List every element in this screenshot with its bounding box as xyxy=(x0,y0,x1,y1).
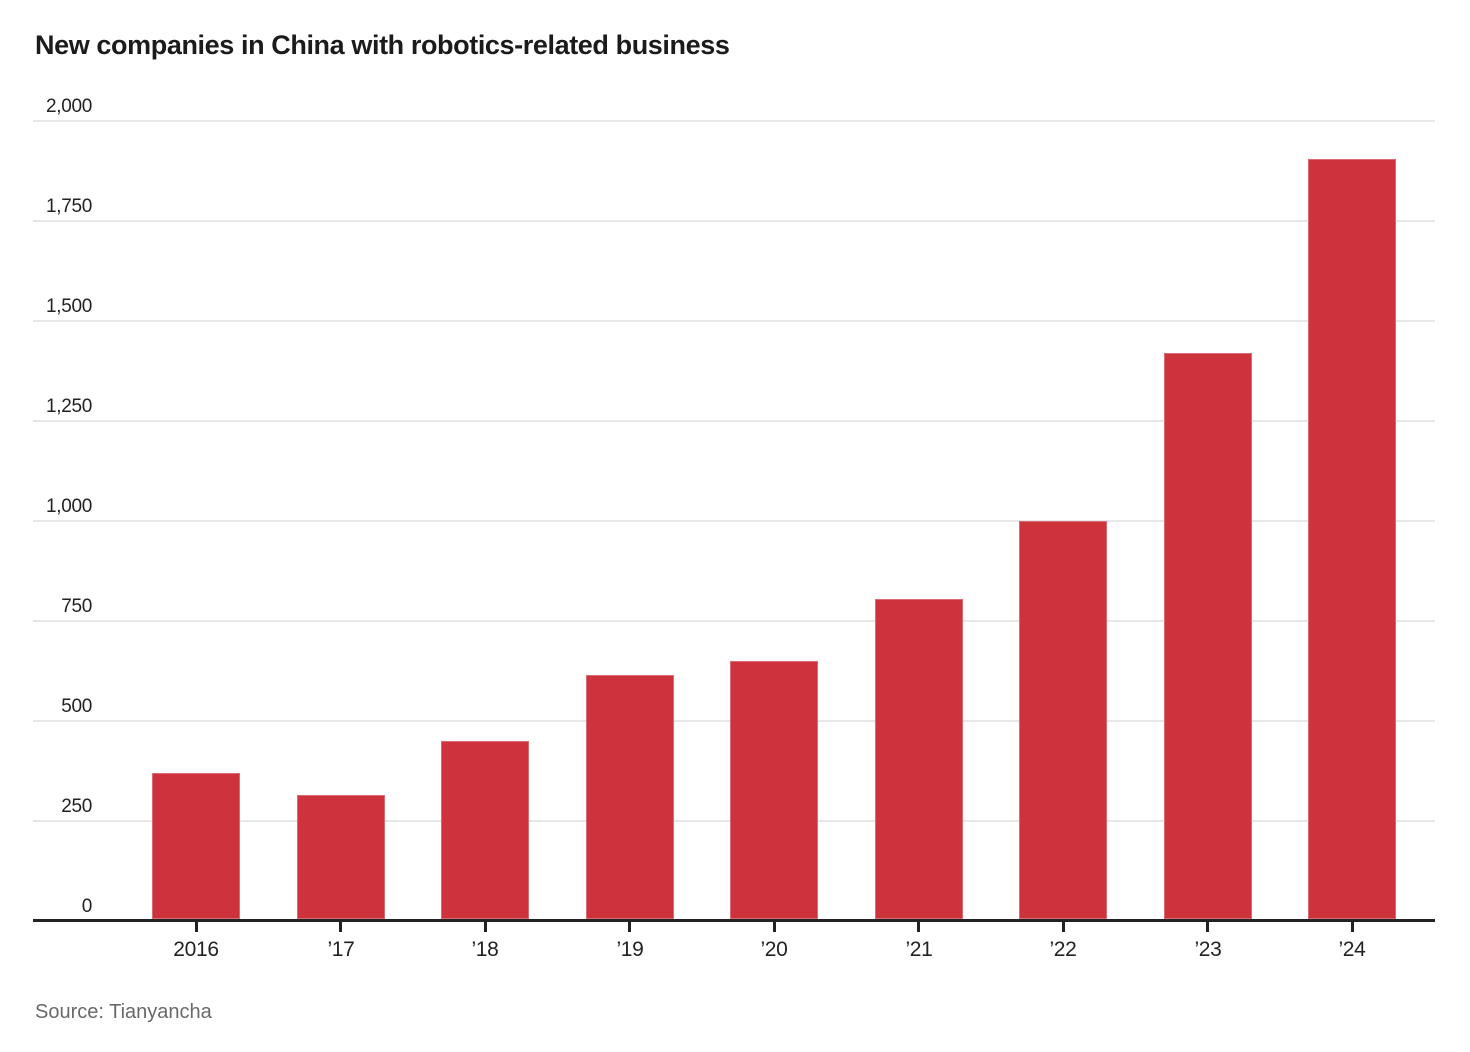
y-tick-label: 750 xyxy=(61,596,92,617)
y-tick-label: 0 xyxy=(81,896,93,917)
y-tick-label: 1,500 xyxy=(45,296,92,317)
x-tick xyxy=(1206,922,1209,932)
x-tick-label: ’23 xyxy=(1194,938,1222,961)
x-tick-label: ’21 xyxy=(905,938,933,961)
y-gridline xyxy=(33,620,1435,622)
y-tick-label: 1,000 xyxy=(45,496,92,517)
x-axis-line xyxy=(33,919,1435,922)
x-tick xyxy=(484,922,487,932)
y-tick-label: 500 xyxy=(61,696,92,717)
x-tick-label: ’17 xyxy=(327,938,355,961)
bar-24 xyxy=(1308,159,1396,919)
y-gridline xyxy=(33,420,1435,422)
bar-18 xyxy=(441,741,529,919)
y-tick-label: 2,000 xyxy=(45,96,92,117)
bar-17 xyxy=(297,795,385,919)
y-gridline xyxy=(33,320,1435,322)
x-tick xyxy=(1062,922,1065,932)
y-tick-label: 1,250 xyxy=(45,396,92,417)
x-tick xyxy=(917,922,920,932)
bar-19 xyxy=(586,675,674,919)
x-tick-label: ’24 xyxy=(1338,938,1366,961)
x-tick xyxy=(195,922,198,932)
x-tick xyxy=(628,922,631,932)
x-tick xyxy=(339,922,342,932)
x-tick-label: ’22 xyxy=(1049,938,1077,961)
y-gridline xyxy=(33,120,1435,122)
x-tick xyxy=(1351,922,1354,932)
y-gridline xyxy=(33,520,1435,522)
bar-21 xyxy=(875,599,963,919)
y-tick-label: 250 xyxy=(61,796,92,817)
x-tick-label: ’20 xyxy=(760,938,788,961)
bar-22 xyxy=(1019,521,1107,919)
chart-title: New companies in China with robotics-rel… xyxy=(35,30,730,60)
x-tick-label: ’18 xyxy=(471,938,499,961)
x-tick-label: 2016 xyxy=(173,938,219,961)
bar-23 xyxy=(1164,353,1252,919)
source-note: Source: Tianyancha xyxy=(35,1001,212,1023)
y-tick-label: 1,750 xyxy=(45,196,92,217)
x-tick xyxy=(773,922,776,932)
bar-2016 xyxy=(152,773,240,919)
bar-20 xyxy=(730,661,818,919)
y-gridline xyxy=(33,220,1435,222)
x-tick-label: ’19 xyxy=(616,938,644,961)
